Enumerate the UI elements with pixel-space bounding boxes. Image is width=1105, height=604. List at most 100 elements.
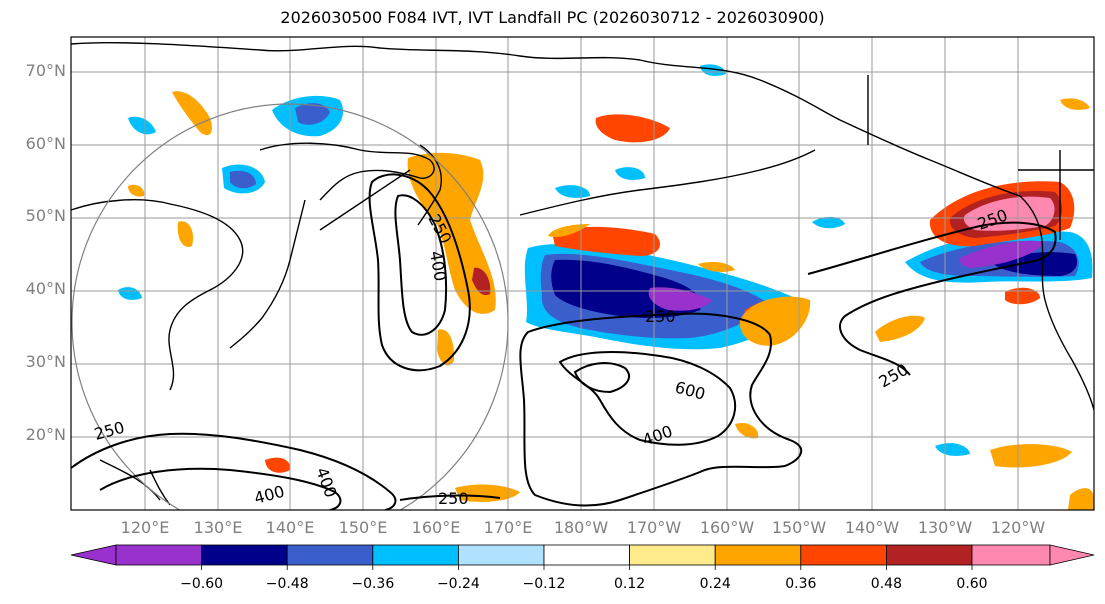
contour-250-southwest [71,432,397,510]
colorbar-tick-label: −0.24 [436,576,480,592]
contour-400-kamchatka [394,194,448,336]
shade-positive-kamchatka-core [472,267,491,296]
lat-label-40n: 40°N [25,279,66,298]
shade-positive-westcoast-pink [963,196,1055,231]
colorbar-bin-10 [886,544,973,566]
colorbar-bin-4 [372,544,459,566]
colorbar-bin-7 [629,544,716,566]
contour-600-pacific [573,362,630,394]
lat-label-70n: 70°N [25,61,66,80]
shade-positive-central-pacific-outer [739,296,811,346]
shade-positive-china [177,221,194,247]
shade-positive-gulf-alaska [595,114,670,143]
shade-positive-subtropical-east [990,444,1072,468]
lon-label-120w: 120°W [990,518,1046,537]
shade-negative-small-4 [812,216,845,229]
colorbar-bin-2 [201,544,288,566]
coast-japan [229,199,306,349]
shade-positive-east-pacific [875,315,925,342]
lon-label-150w: 150°W [771,518,827,537]
colorbar-tick-label: 0.36 [785,576,817,592]
colorbar-tick-label: 0.48 [870,576,902,592]
landfall-radius-circle [71,103,509,510]
ivt-contours [71,173,1057,510]
colorbar-bin-11 [971,544,1051,566]
contour-label-pacific-250: 250 [645,307,676,326]
coast-okhotsk [259,142,435,201]
shade-positive-pacific-north-outer [548,224,590,238]
shade-negative-manchuria-core [230,170,256,189]
shade-negative-small-2 [118,287,142,300]
colorbar-bin-9 [800,544,887,566]
shade-negative-small-1 [128,116,156,135]
shade-positive-kamchatka-south [437,329,455,366]
contour-400-southwest [99,467,342,510]
coast-kuril [319,169,411,231]
contour-250-westcoast [807,221,1057,376]
lon-label-180w: 180°W [553,518,609,537]
colorbar [70,544,1095,570]
shade-positive-central-south [455,484,520,502]
colorbar-bin-1 [115,544,202,566]
lat-label-20n: 20°N [25,425,66,444]
shade-positive-small-2 [698,262,735,272]
contour-label-south-250: 250 [438,489,469,508]
map-frame [70,36,1095,511]
contour-250-pacific [519,312,803,507]
shade-positive-subtropical-corner [1068,488,1094,510]
shade-negative-siberia-core [295,103,330,125]
lat-label-60n: 60°N [25,134,66,153]
colorbar-tick-label: −0.12 [522,576,566,592]
colorbar-bin-3 [286,544,374,566]
graticule [71,37,1094,510]
contour-400-pacific [558,351,737,446]
shade-positive-sea-okhotsk [172,91,212,136]
shade-negative-small-7 [935,443,970,456]
coast-aleutians [519,149,816,216]
colorbar-bin-8 [714,544,802,566]
colorbar-tick-label: −0.48 [265,576,309,592]
contour-250-kamchatka [368,173,471,372]
colorbar-extend-high [1049,544,1095,566]
shade-positive-west-south [265,457,291,473]
lon-label-170w: 170°W [626,518,682,537]
coast-asia-arctic [71,41,641,61]
lon-label-140w: 140°W [844,518,900,537]
shade-negative-small-5 [615,167,645,180]
colorbar-bin-5 [457,544,545,566]
coast-alaska [639,59,1021,197]
lon-label-170e: 170°E [483,518,533,537]
lon-label-130e: 130°E [193,518,243,537]
shade-positive-baja [1005,287,1040,305]
lon-label-150e: 150°E [338,518,388,537]
colorbar-extend-low [70,544,117,566]
lat-label-50n: 50°N [25,206,66,225]
colorbar-tick-label: 0.60 [956,576,988,592]
shade-negative-small-6 [700,64,726,76]
colorbar-tick-label: 0.24 [699,576,731,592]
coastlines [71,41,1094,506]
coast-kamchatka [417,144,442,226]
lon-label-160e: 160°E [411,518,461,537]
shade-positive-small-4 [1060,98,1090,110]
boundary-canada-us [867,75,1094,240]
contour-250-south-central [399,494,501,501]
shade-negative-westcoast-purple [959,240,1045,268]
shade-positive-small-1 [128,184,145,197]
coast-north-america [1019,195,1094,411]
lat-label-30n: 30°N [25,352,66,371]
colorbar-bin-6 [543,544,630,566]
shade-positive-pacific-north [552,226,660,256]
lon-label-130w: 130°W [917,518,973,537]
lon-label-140e: 140°E [265,518,315,537]
shade-negative-pacific-core [648,287,712,311]
colorbar-tick-label: −0.60 [180,576,224,592]
map-title: 2026030500 F084 IVT, IVT Landfall PC (20… [280,8,825,27]
lon-label-120e: 120°E [120,518,170,537]
colorbar-tick-label: 0.12 [614,576,646,592]
coast-asia-east [71,199,244,391]
lon-label-160w: 160°W [699,518,755,537]
colorbar-tick-label: −0.36 [351,576,395,592]
shade-positive-small-3 [735,422,759,439]
